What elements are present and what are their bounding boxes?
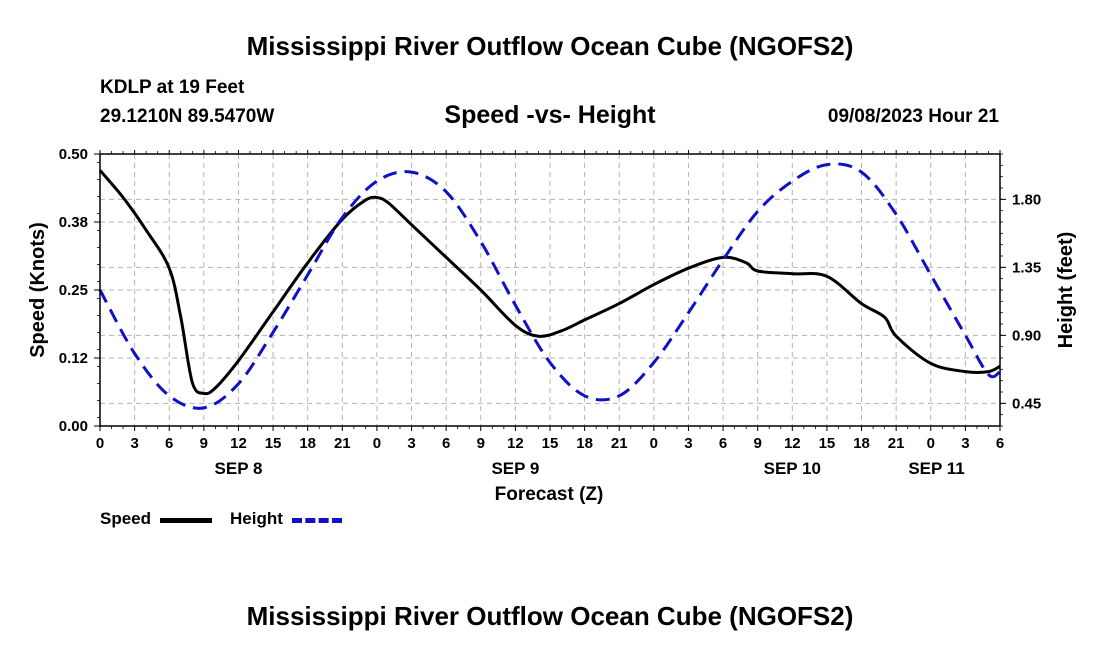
- x-tick-label: 18: [299, 435, 316, 452]
- date-label: SEP 8: [215, 459, 263, 478]
- x-tick-label: 6: [442, 435, 450, 452]
- x-tick-label: 21: [888, 435, 905, 452]
- legend-speed-label: Speed: [100, 509, 152, 528]
- x-tick-label: 9: [200, 435, 208, 452]
- date-label: SEP 11: [908, 459, 964, 478]
- x-tick-label: 9: [477, 435, 485, 452]
- x-tick-label: 18: [853, 435, 870, 452]
- footer-title: Mississippi River Outflow Ocean Cube (NG…: [246, 601, 854, 631]
- legend-height-swatch: [292, 518, 342, 523]
- x-tick-label: 15: [542, 435, 559, 452]
- y2-tick-label: 1.35: [1012, 259, 1041, 276]
- station-label: KDLP at 19 Feet: [100, 77, 245, 98]
- chart-subtitle: Speed -vs- Height: [444, 101, 656, 129]
- x-tick-label: 0: [96, 435, 104, 452]
- x-tick-label: 15: [819, 435, 836, 452]
- height-series-line: [98, 162, 1001, 410]
- x-axis-title: Forecast (Z): [495, 484, 604, 505]
- x-tick-label: 12: [507, 435, 524, 452]
- axes: 0 3 6 9 12 15 18 21 0 3 6 9 12 15 18 21 0 3 6 9 12 15 18 21 0 3 6 0…: [59, 146, 1041, 478]
- y2-tick-label: 0.45: [1012, 395, 1041, 412]
- legend-height: Height: [230, 509, 345, 529]
- x-tick-label: 21: [334, 435, 351, 452]
- x-tick-label: 3: [961, 435, 969, 452]
- date-label: SEP 10: [764, 459, 821, 478]
- y-tick-label: 0.25: [59, 282, 88, 299]
- y2-tick-label: 0.90: [1012, 327, 1041, 344]
- legend-height-label: Height: [230, 509, 283, 528]
- x-tick-label: 3: [407, 435, 415, 452]
- x-tick-label: 12: [784, 435, 801, 452]
- x-tick-label: 0: [927, 435, 935, 452]
- x-tick-label: 3: [130, 435, 138, 452]
- speed-series-line: [98, 169, 1001, 396]
- legend-speed: Speed: [100, 509, 215, 529]
- forecast-timestamp: 09/08/2023 Hour 21: [827, 106, 999, 127]
- y-tick-label: 0.00: [59, 418, 88, 435]
- x-tick-label: 9: [754, 435, 762, 452]
- x-tick-label: 0: [650, 435, 658, 452]
- y2-tick-label: 1.80: [1012, 191, 1041, 208]
- x-tick-label: 6: [165, 435, 173, 452]
- x-tick-label: 21: [611, 435, 628, 452]
- date-label: SEP 9: [491, 459, 539, 478]
- y-tick-label: 0.12: [59, 350, 88, 367]
- series-layer: [98, 162, 1001, 410]
- legend-speed-swatch: [160, 518, 212, 523]
- x-tick-label: 12: [230, 435, 247, 452]
- coordinates-label: 29.1210N 89.5470W: [100, 106, 275, 127]
- x-tick-label: 0: [373, 435, 381, 452]
- x-tick-label: 3: [684, 435, 692, 452]
- y2-axis-title: Height (feet): [1055, 232, 1077, 349]
- y-tick-label: 0.38: [59, 214, 88, 231]
- y-axis-title: Speed (Knots): [27, 222, 49, 358]
- x-tick-label: 18: [576, 435, 593, 452]
- grid: [100, 154, 1000, 426]
- x-tick-label: 6: [996, 435, 1004, 452]
- y-tick-label: 0.50: [59, 146, 88, 163]
- x-tick-label: 15: [265, 435, 282, 452]
- main-title: Mississippi River Outflow Ocean Cube (NG…: [246, 31, 854, 61]
- x-tick-label: 6: [719, 435, 727, 452]
